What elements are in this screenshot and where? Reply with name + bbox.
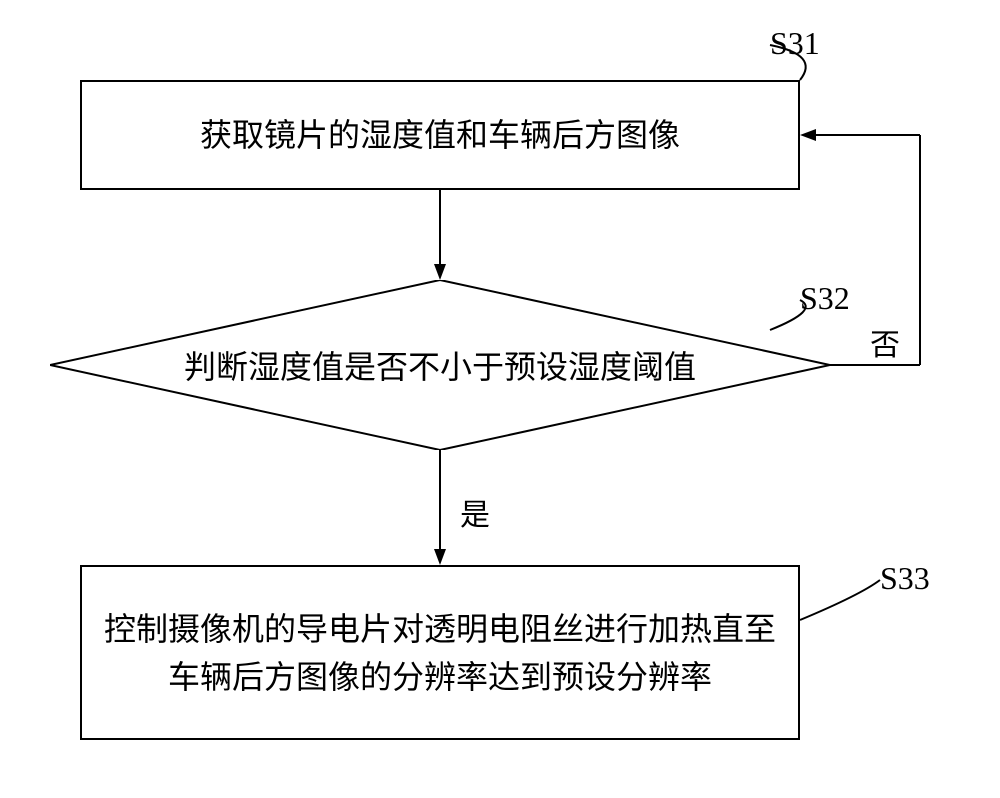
process-box-s33: 控制摄像机的导电片对透明电阻丝进行加热直至车辆后方图像的分辨率达到预设分辨率	[80, 565, 800, 740]
process-text-s33: 控制摄像机的导电片对透明电阻丝进行加热直至车辆后方图像的分辨率达到预设分辨率	[102, 605, 778, 701]
step-label-s32: S32	[800, 280, 850, 317]
edge-label-no: 否	[870, 320, 900, 364]
edge-label-yes: 是	[460, 490, 490, 534]
decision-text-s32: 判断湿度值是否不小于预设湿度阈值	[50, 342, 830, 388]
step-label-s31: S31	[770, 25, 820, 62]
process-text-s31: 获取镜片的湿度值和车辆后方图像	[200, 111, 680, 159]
decision-diamond-s32: 判断湿度值是否不小于预设湿度阈值	[50, 280, 830, 450]
process-box-s31: 获取镜片的湿度值和车辆后方图像	[80, 80, 800, 190]
step-label-s33: S33	[880, 560, 930, 597]
flowchart-canvas: 获取镜片的湿度值和车辆后方图像 判断湿度值是否不小于预设湿度阈值 控制摄像机的导…	[0, 0, 1000, 798]
